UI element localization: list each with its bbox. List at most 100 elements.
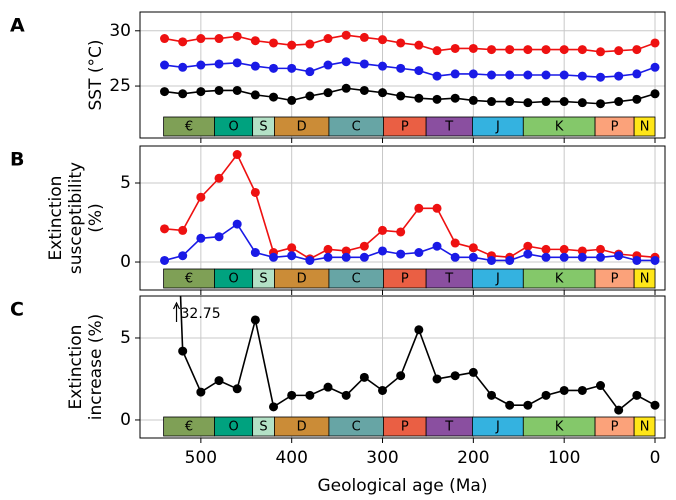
data-point xyxy=(378,225,388,235)
data-point xyxy=(468,43,478,53)
x-tick-label: 300 xyxy=(366,448,398,468)
data-point xyxy=(160,255,170,265)
y-axis-label: Extinction xyxy=(46,176,66,261)
data-point xyxy=(341,390,351,400)
period-label: J xyxy=(495,120,500,135)
data-point xyxy=(178,37,188,47)
data-point xyxy=(614,405,624,415)
data-point xyxy=(468,243,478,253)
data-point xyxy=(614,71,624,81)
data-point xyxy=(487,255,497,265)
data-point xyxy=(359,241,369,251)
data-point xyxy=(396,63,406,73)
period-label: S xyxy=(259,120,267,135)
data-point xyxy=(596,381,606,391)
period-label: T xyxy=(444,272,453,287)
data-point xyxy=(396,91,406,101)
data-point xyxy=(505,97,515,107)
series-line xyxy=(164,153,656,260)
period-label: O xyxy=(228,420,238,435)
data-point xyxy=(232,219,242,229)
data-point xyxy=(305,255,315,265)
data-point xyxy=(178,225,188,235)
data-point xyxy=(632,255,642,265)
y-axis-label: Extinction xyxy=(66,325,86,410)
period-label: N xyxy=(640,420,650,435)
annotation-arrowhead xyxy=(172,301,181,310)
period-label: P xyxy=(611,120,619,135)
data-point xyxy=(614,46,624,56)
data-point xyxy=(287,251,297,261)
data-point xyxy=(414,40,424,50)
data-point xyxy=(214,232,224,242)
period-label: O xyxy=(228,120,238,135)
x-tick-label: 400 xyxy=(275,448,307,468)
data-point xyxy=(287,390,297,400)
data-point xyxy=(305,91,315,101)
data-point xyxy=(487,70,497,80)
y-axis-label: susceptibility xyxy=(66,162,86,274)
data-point xyxy=(214,376,224,386)
data-point xyxy=(596,252,606,262)
data-point xyxy=(396,371,406,381)
x-tick-label: 0 xyxy=(650,448,661,468)
series-line xyxy=(164,87,656,105)
data-point xyxy=(359,372,369,382)
data-point xyxy=(432,46,442,56)
data-point xyxy=(269,402,279,412)
data-point xyxy=(577,246,587,256)
x-tick-label: 200 xyxy=(457,448,489,468)
data-point xyxy=(523,70,533,80)
data-point xyxy=(541,390,551,400)
data-point xyxy=(232,150,242,160)
period-label: C xyxy=(352,420,361,435)
period-label: C xyxy=(352,120,361,135)
data-point xyxy=(450,371,460,381)
data-point xyxy=(323,252,333,262)
data-point xyxy=(341,30,351,40)
data-point xyxy=(523,249,533,259)
period-label: D xyxy=(297,272,307,287)
data-point xyxy=(323,88,333,98)
data-point xyxy=(178,251,188,261)
data-point xyxy=(232,58,242,68)
annotation: 32.75 xyxy=(181,306,221,322)
data-point xyxy=(414,325,424,335)
data-point xyxy=(468,367,478,377)
data-point xyxy=(287,95,297,105)
data-point xyxy=(359,32,369,42)
period-label: C xyxy=(352,272,361,287)
data-point xyxy=(468,69,478,79)
y-tick-label: 0 xyxy=(120,410,131,430)
series-line xyxy=(179,296,656,412)
data-point xyxy=(596,47,606,57)
data-point xyxy=(541,97,551,107)
data-point xyxy=(559,45,569,55)
data-point xyxy=(632,390,642,400)
panel-label: C xyxy=(10,299,24,321)
data-point xyxy=(359,59,369,69)
data-point xyxy=(541,252,551,262)
data-point xyxy=(178,89,188,99)
data-point xyxy=(232,31,242,41)
data-point xyxy=(196,34,206,44)
data-point xyxy=(250,90,260,100)
data-point xyxy=(414,248,424,258)
y-axis-label: increase (%) xyxy=(86,314,106,420)
period-label: S xyxy=(259,420,267,435)
data-point xyxy=(396,38,406,48)
data-point xyxy=(323,244,333,254)
y-tick-label: 0 xyxy=(120,252,131,272)
data-point xyxy=(596,99,606,109)
period-box xyxy=(633,116,656,137)
period-label: T xyxy=(444,420,453,435)
data-point xyxy=(250,61,260,71)
data-point xyxy=(432,71,442,81)
data-point xyxy=(450,238,460,248)
period-label: K xyxy=(555,420,564,435)
period-box xyxy=(633,268,656,289)
data-point xyxy=(378,61,388,71)
data-point xyxy=(468,252,478,262)
data-point xyxy=(341,83,351,93)
